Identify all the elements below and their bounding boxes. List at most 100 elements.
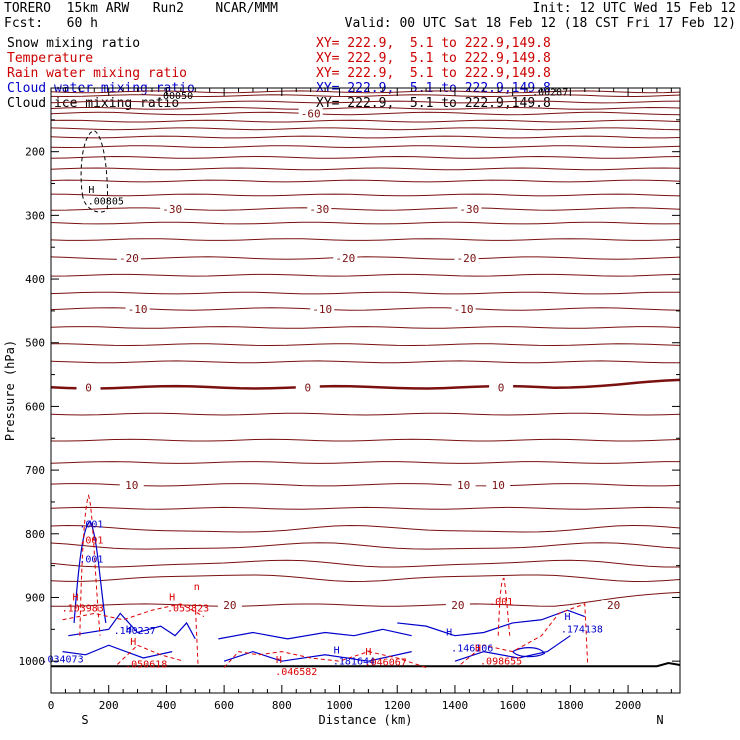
rain-label: H: [365, 647, 371, 658]
isotherm-label: 0: [498, 381, 505, 394]
cloud-water-contour: [512, 647, 546, 658]
y-tick-label: 900: [25, 591, 45, 604]
rain-label: .103983: [62, 603, 104, 614]
rain-contour: [194, 603, 199, 668]
y-tick-label: 200: [25, 146, 45, 159]
isotherm-label-bg: [486, 479, 511, 491]
rain-label: .098655: [480, 656, 522, 667]
isotherm-line: [50, 291, 681, 295]
rain-contour: [460, 603, 589, 665]
cloud-water-label: H: [446, 628, 452, 639]
cloud-water-label: H: [564, 612, 570, 623]
isotherm-label-bg: [451, 303, 476, 315]
isotherm-label-bg: [119, 479, 144, 491]
isotherm-line: [51, 438, 681, 442]
isotherm-line: [50, 378, 681, 390]
isotherm-label-bg: [601, 600, 626, 612]
model-title: TORERO 15km ARW Run2 NCAR/MMM: [4, 1, 278, 16]
isotherm-label-bg: [451, 479, 476, 491]
isotherm-label-bg: [307, 204, 332, 215]
rain-label: .001: [79, 535, 103, 546]
isotherm-label: -60: [301, 107, 321, 120]
isotherm-line: [50, 119, 681, 123]
field-name-temperature: Temperature: [7, 51, 94, 66]
isotherm-line: [51, 343, 681, 347]
cloud-water-label: H: [334, 646, 340, 657]
x-tick-label: 600: [214, 699, 234, 712]
isotherm-line: [50, 90, 681, 94]
cloud-water-label: .034073: [41, 654, 83, 665]
rain-contour: [223, 651, 427, 669]
cloud-ice-label: .00050: [157, 91, 193, 102]
rain-label: .046067: [365, 658, 407, 669]
isotherm-line: [50, 559, 680, 568]
cloud-water-contour: [454, 635, 571, 662]
x-axis-label: Distance (km): [319, 713, 413, 727]
x-tick-label: 1200: [384, 699, 411, 712]
x-tick-label: 400: [156, 699, 176, 712]
field-xy-rain: XY= 222.9, 5.1 to 222.9,149.8: [316, 66, 551, 81]
cloud-water-label: .140237: [114, 626, 156, 637]
x-end-label-left: S: [81, 713, 88, 727]
isotherm-line: [50, 483, 681, 487]
isotherm-label: -20: [119, 252, 139, 265]
isotherm-line: [50, 145, 681, 149]
x-tick-label: 1000: [326, 699, 353, 712]
y-tick-label: 700: [25, 464, 45, 477]
isotherm-line: [50, 207, 681, 211]
isotherm-line: [50, 506, 681, 510]
isotherm-label: 0: [85, 381, 92, 394]
cloud-water-contour: [68, 612, 196, 640]
cloud-water-contour: [73, 520, 107, 624]
cloud-ice-contour: [80, 130, 109, 213]
isotherm-line: [50, 221, 681, 225]
isotherm-line: [50, 127, 681, 131]
x-tick-label: 1600: [499, 699, 526, 712]
cloud-water-contour: [62, 644, 173, 659]
isotherm-label-bg: [310, 303, 335, 315]
isotherm-label-bg: [445, 600, 470, 612]
cloud-water-label: H: [126, 625, 132, 636]
field-name-snow: Snow mixing ratio: [7, 36, 141, 51]
y-tick-label: 1000: [19, 655, 46, 668]
x-tick-label: 2000: [615, 699, 642, 712]
isotherm-label: -30: [162, 203, 182, 216]
cloud-water-label: .001: [79, 519, 103, 530]
rain-contour: [117, 644, 184, 665]
y-tick-label: 600: [25, 400, 45, 413]
isotherm-label-bg: [295, 382, 320, 394]
y-tick-label: 400: [25, 273, 45, 286]
x-tick-label: 200: [99, 699, 119, 712]
isotherm-line: [50, 326, 681, 329]
cloud-ice-label: H: [88, 185, 94, 196]
plot-frame: [50, 87, 681, 694]
cloud-ice-label: .00805: [88, 197, 124, 208]
isotherm-line: [50, 106, 681, 110]
rain-label: H: [475, 644, 481, 655]
isotherm-label: 10: [125, 479, 138, 492]
isotherm-label: 10: [492, 479, 505, 492]
isotherm-label: 20: [223, 599, 236, 612]
isotherm-line: [50, 155, 681, 159]
cloud-water-contour: [218, 628, 412, 640]
rain-label: .001: [489, 597, 513, 608]
x-tick-label: 1400: [442, 699, 469, 712]
cloud-water-label: .146106: [451, 644, 493, 655]
cloud-water-label: .181644: [333, 656, 375, 667]
isotherm-line: [50, 238, 681, 241]
isotherm-line: [50, 111, 681, 116]
isotherm-label-bg: [457, 204, 482, 215]
rain-label: .050618: [125, 660, 167, 671]
y-tick-label: 300: [25, 209, 45, 222]
rain-label: H: [130, 637, 136, 648]
field-name-rain: Rain water mixing ratio: [7, 66, 188, 81]
isotherm-line: [50, 273, 681, 277]
rain-contour: [497, 577, 511, 636]
isotherm-line: [50, 412, 681, 416]
isotherm-label-bg: [333, 253, 358, 265]
isotherm-line: [50, 574, 681, 583]
isotherm-label-bg: [76, 382, 101, 394]
forecast-hour: Fcst: 60 h: [4, 16, 98, 31]
isotherm-label-bg: [217, 600, 242, 612]
x-tick-label: 1800: [557, 699, 584, 712]
